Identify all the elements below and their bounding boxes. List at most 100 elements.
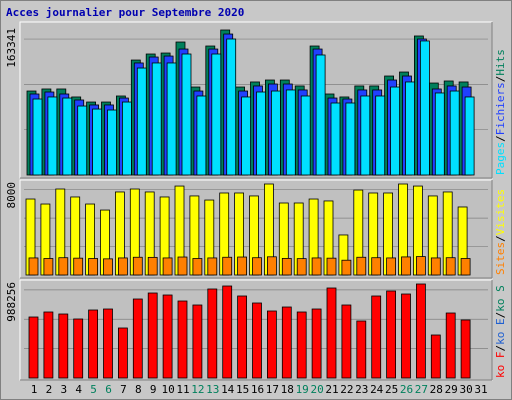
x-tick-label: 23 — [355, 383, 368, 396]
bar — [415, 283, 426, 379]
x-tick-label: 20 — [310, 383, 323, 396]
bar — [256, 91, 266, 176]
chart-title: Acces journalier pour Septembre 2020 — [6, 6, 244, 19]
bar — [151, 62, 162, 176]
x-tick-label: 11 — [176, 383, 189, 396]
bar — [405, 81, 415, 176]
bar — [222, 256, 233, 276]
x-tick-label: 22 — [340, 383, 353, 396]
bar — [266, 310, 277, 379]
bar — [211, 53, 222, 176]
bar — [386, 290, 397, 379]
legend-separator: / — [494, 135, 507, 142]
bar — [356, 256, 367, 276]
bar — [300, 95, 311, 176]
bar — [449, 90, 460, 176]
bar — [345, 102, 356, 176]
bar — [252, 257, 262, 276]
bar — [28, 257, 39, 276]
bar — [326, 257, 337, 276]
x-tick-label: 26 — [400, 383, 413, 396]
x-tick-label: 13 — [206, 383, 219, 396]
bar — [118, 257, 128, 276]
bar — [226, 38, 237, 176]
bar — [196, 95, 207, 176]
y-tick-label: 163341 — [5, 28, 18, 68]
bar — [58, 257, 69, 276]
x-tick-label: 3 — [60, 383, 67, 396]
bar — [326, 287, 337, 379]
x-tick-label: 6 — [105, 383, 112, 396]
bar — [460, 258, 471, 276]
bar — [122, 101, 132, 176]
x-tick-label: 7 — [120, 383, 127, 396]
x-tick-label: 21 — [325, 383, 338, 396]
bar — [460, 319, 471, 379]
x-tick-label: 17 — [266, 383, 279, 396]
x-tick-label: 29 — [445, 383, 458, 396]
x-tick-label: 4 — [75, 383, 82, 396]
bar — [43, 258, 54, 276]
bar — [132, 298, 143, 379]
bar — [375, 95, 386, 176]
legend-entry: Hits — [494, 49, 507, 76]
x-tick-label: 1 — [31, 383, 38, 396]
legend-entry: Visites — [494, 189, 507, 235]
bar — [58, 313, 69, 379]
bar — [32, 98, 43, 176]
bar — [192, 258, 203, 276]
bar — [296, 258, 307, 276]
bar — [88, 258, 98, 276]
x-tick-label: 19 — [296, 383, 309, 396]
x-tick-label: 28 — [430, 383, 443, 396]
legend: Pages/Fichiers/Hits — [494, 49, 507, 175]
bar — [430, 334, 441, 379]
bar — [356, 320, 367, 379]
bar — [241, 96, 252, 176]
x-tick-label: 27 — [415, 383, 428, 396]
bar — [386, 257, 397, 276]
x-tick-label: 9 — [150, 383, 157, 396]
x-tick-label: 18 — [281, 383, 294, 396]
bar — [107, 109, 117, 176]
x-tick-label: 25 — [385, 383, 398, 396]
bar — [360, 95, 371, 176]
bar — [390, 86, 401, 176]
bar — [415, 256, 426, 276]
bar — [237, 256, 248, 276]
bar — [207, 257, 218, 276]
legend-entry: ko F — [494, 352, 507, 379]
bar — [445, 257, 456, 276]
bar — [62, 97, 73, 176]
legend: Sites/Visites — [494, 189, 507, 275]
x-tick-label: 10 — [161, 383, 174, 396]
bar — [266, 256, 277, 276]
bar — [192, 304, 203, 379]
legend-separator: / — [494, 76, 507, 83]
bar — [177, 256, 188, 276]
x-tick-label: 8 — [135, 383, 142, 396]
bar — [136, 67, 147, 176]
bar — [311, 308, 322, 379]
bar — [162, 294, 173, 379]
bar — [28, 316, 39, 379]
bar — [118, 327, 128, 379]
bar — [311, 257, 322, 276]
bar — [430, 257, 441, 276]
legend-entry: Pages — [494, 142, 507, 175]
bar — [73, 318, 84, 379]
x-tick-label: 12 — [191, 383, 204, 396]
bar — [341, 304, 352, 379]
bar — [103, 308, 113, 379]
bar — [147, 292, 158, 379]
legend-entry: ko E — [494, 318, 507, 345]
bar — [92, 108, 102, 176]
bar — [147, 256, 158, 276]
bar — [285, 89, 296, 176]
bar — [270, 90, 281, 176]
legend-separator: / — [494, 345, 507, 352]
legend-entry: ko S — [494, 285, 507, 312]
bar — [371, 295, 382, 379]
x-tick-label: 15 — [236, 383, 249, 396]
